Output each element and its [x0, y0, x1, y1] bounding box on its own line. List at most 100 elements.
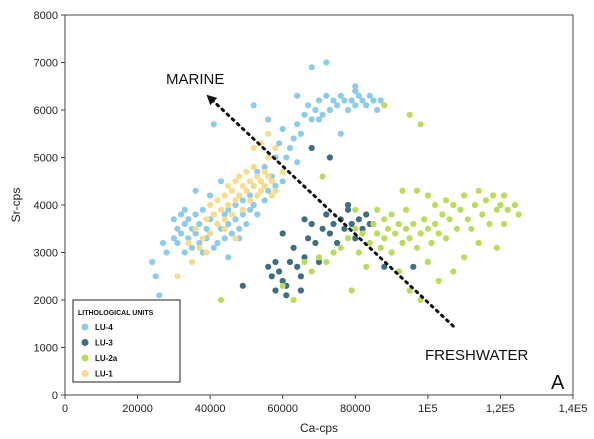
point-lu-2a — [395, 220, 402, 228]
point-lu-2a — [308, 268, 315, 275]
point-lu-1 — [261, 182, 268, 190]
point-lu-4 — [286, 144, 294, 152]
point-lu-4 — [236, 225, 243, 232]
point-lu-2a — [410, 220, 417, 228]
point-lu-2a — [381, 235, 388, 242]
y-tick-label: 0 — [52, 390, 58, 402]
point-lu-3 — [330, 220, 337, 228]
y-axis-ticks: 0 1000 2000 3000 4000 5000 6000 7000 8000 — [34, 10, 65, 402]
point-lu-4 — [330, 97, 337, 104]
point-lu-1 — [257, 178, 264, 185]
point-lu-4 — [232, 216, 239, 223]
point-lu-2a — [413, 244, 421, 251]
point-lu-2a — [493, 244, 500, 251]
point-lu-3 — [308, 220, 315, 228]
point-lu-4 — [225, 206, 232, 213]
point-lu-1 — [188, 258, 196, 266]
point-lu-4 — [217, 178, 225, 185]
point-lu-4 — [203, 225, 210, 232]
point-lu-4 — [341, 97, 348, 104]
point-lu-2a — [330, 249, 337, 256]
point-lu-3 — [326, 154, 333, 161]
point-lu-2a — [461, 192, 468, 199]
point-lu-1 — [247, 178, 254, 185]
point-lu-2a — [355, 249, 362, 256]
point-lu-2a — [421, 216, 428, 223]
point-lu-3 — [341, 225, 348, 232]
point-lu-2a — [439, 211, 446, 218]
point-lu-4 — [170, 216, 177, 223]
point-lu-4 — [352, 102, 359, 109]
point-lu-2a — [374, 206, 381, 213]
point-lu-4 — [156, 292, 163, 299]
point-lu-2a — [301, 258, 308, 266]
point-lu-4 — [196, 239, 203, 247]
point-lu-4 — [326, 106, 333, 114]
point-lu-1 — [239, 206, 246, 213]
point-lu-2a — [352, 225, 359, 232]
point-lu-3 — [348, 220, 355, 228]
point-lu-2a — [370, 220, 377, 228]
point-lu-1 — [265, 130, 272, 137]
point-lu-4 — [181, 206, 188, 213]
point-lu-3 — [297, 287, 304, 294]
x-tick-label: 40000 — [195, 403, 226, 415]
point-lu-4 — [178, 230, 185, 237]
legend-marker-lu-2a — [81, 354, 89, 362]
point-lu-4 — [178, 211, 185, 218]
point-lu-4 — [355, 92, 362, 99]
point-lu-1 — [203, 216, 210, 223]
point-lu-2a — [374, 230, 381, 237]
y-tick-label: 5000 — [34, 153, 58, 165]
point-lu-2a — [450, 201, 457, 209]
y-axis-title: Sr-cps — [9, 188, 23, 223]
point-lu-1 — [221, 225, 228, 232]
point-lu-4 — [170, 235, 177, 242]
point-lu-2a — [388, 211, 395, 218]
marine-label: MARINE — [166, 71, 224, 88]
point-lu-1 — [221, 216, 228, 223]
legend-label-lu-1: LU-1 — [95, 370, 113, 379]
point-lu-3 — [279, 277, 286, 285]
point-lu-2a — [290, 296, 297, 304]
point-lu-2a — [217, 296, 225, 304]
point-lu-1 — [217, 206, 225, 213]
point-lu-4 — [228, 230, 235, 237]
point-lu-2a — [344, 235, 352, 242]
point-lu-4 — [210, 121, 217, 128]
point-lu-4 — [239, 211, 246, 218]
point-lu-2a — [417, 230, 424, 237]
point-lu-3 — [239, 282, 246, 289]
y-tick-label: 8000 — [34, 10, 58, 22]
point-lu-2a — [435, 277, 442, 285]
point-lu-1 — [236, 192, 243, 199]
point-lu-4 — [377, 97, 384, 104]
point-lu-1 — [236, 173, 243, 180]
point-lu-3 — [286, 258, 294, 266]
point-lu-2a — [486, 220, 493, 228]
point-lu-4 — [366, 92, 373, 99]
legend-marker-lu-3 — [81, 339, 89, 346]
point-lu-4 — [294, 92, 301, 99]
point-lu-2a — [428, 239, 435, 247]
point-lu-4 — [243, 220, 250, 228]
point-lu-2a — [515, 211, 522, 218]
legend-title: LITHOLOGICAL UNITS — [78, 310, 154, 317]
point-lu-4 — [185, 216, 192, 223]
legend-label-lu-4: LU-4 — [95, 323, 113, 332]
point-lu-1 — [225, 182, 232, 190]
point-lu-1 — [247, 197, 254, 204]
point-lu-1 — [174, 273, 181, 280]
point-lu-2a — [435, 230, 442, 237]
point-lu-2a — [406, 235, 413, 242]
point-lu-1 — [232, 197, 239, 204]
panel-label: A — [551, 372, 565, 394]
point-lu-2a — [384, 225, 391, 232]
point-lu-4 — [337, 92, 344, 99]
point-lu-1 — [196, 244, 203, 251]
point-lu-1 — [221, 192, 228, 199]
point-lu-2a — [457, 206, 464, 213]
point-lu-3 — [305, 235, 312, 242]
point-lu-2a — [363, 263, 370, 270]
point-lu-2a — [406, 111, 413, 118]
